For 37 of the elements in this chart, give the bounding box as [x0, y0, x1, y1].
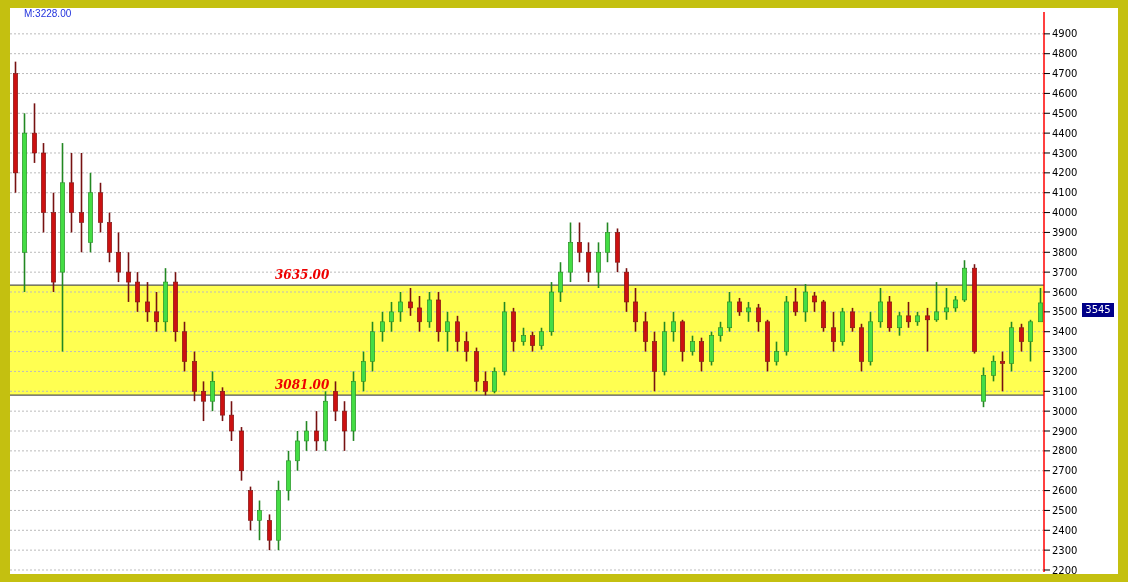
candlestick: [126, 251, 131, 303]
y-tick-label: 4600: [1052, 87, 1078, 99]
y-tick-label: 2700: [1052, 465, 1078, 477]
y-tick-label: 2900: [1052, 425, 1078, 437]
annotation: M:3228.00: [24, 8, 72, 19]
y-tick-label: 3800: [1052, 246, 1078, 258]
y-tick-label: 3300: [1052, 346, 1078, 358]
y-tick-label: 4500: [1052, 107, 1078, 119]
candlestick: [60, 142, 65, 353]
y-tick-label: 3100: [1052, 385, 1078, 397]
y-tick-label: 2600: [1052, 485, 1078, 497]
y-tick-label: 2800: [1052, 445, 1078, 457]
text: 3545: [1082, 303, 1114, 317]
y-tick-label: 3200: [1052, 365, 1078, 377]
y-tick-label: 3400: [1052, 326, 1078, 338]
y-tick-label: 4300: [1052, 147, 1078, 159]
y-tick-label: 4900: [1052, 28, 1078, 40]
candlestick: [69, 152, 74, 234]
y-tick-label: 3000: [1052, 405, 1078, 417]
y-tick-label: 3500: [1052, 306, 1078, 318]
y-tick-label: 2400: [1052, 524, 1078, 536]
y-tick-label: 4100: [1052, 187, 1078, 199]
candlestick: [22, 112, 27, 293]
candlestick: [79, 152, 84, 254]
y-tick-label: 2500: [1052, 504, 1078, 516]
y-tick-label: 3600: [1052, 286, 1078, 298]
y-tick-label: 4000: [1052, 207, 1078, 219]
y-tick-label: 4800: [1052, 48, 1078, 60]
y-tick-label: 4700: [1052, 68, 1078, 80]
ref-line-label: 3081.00: [275, 378, 330, 393]
y-tick-label: 3900: [1052, 226, 1078, 238]
y-tick-label: 2300: [1052, 544, 1078, 556]
y-tick-label: 3700: [1052, 266, 1078, 278]
y-tick-label: 4400: [1052, 127, 1078, 139]
ref-line-label: 3635.00: [275, 268, 330, 283]
y-tick-label: 4200: [1052, 167, 1078, 179]
y-tick-label: 2200: [1052, 564, 1078, 576]
